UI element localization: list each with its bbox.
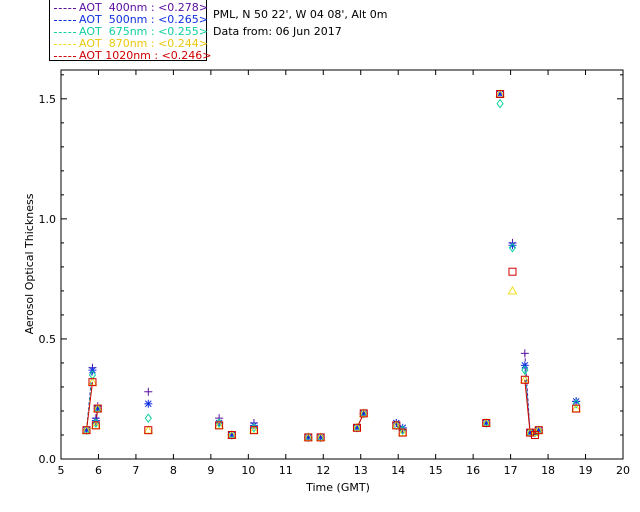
- data-point-square: [249, 426, 258, 435]
- y-tick-label: 1.5: [39, 93, 57, 106]
- marker-stroke: [496, 90, 504, 98]
- data-point-plus: [520, 349, 529, 358]
- data-point-square: [572, 404, 581, 413]
- data-point-square: [93, 404, 102, 413]
- x-tick-label: 16: [466, 464, 480, 477]
- data-point-diamond: [508, 242, 517, 253]
- data-point-diamond: [144, 413, 152, 424]
- legend-line-icon: [54, 43, 76, 45]
- legend: AOT 400nm : <0.278> AOT 500nm : <0.265> …: [49, 0, 212, 62]
- series-marks: [81, 89, 582, 443]
- legend-item-500: AOT 500nm : <0.265>: [54, 14, 208, 26]
- data-point-square: [304, 433, 313, 442]
- data-point-square: [398, 428, 407, 437]
- x-tick-label: 7: [132, 464, 139, 477]
- x-tick-label: 5: [58, 464, 65, 477]
- data-point-square: [359, 409, 368, 418]
- x-tick-label: 18: [541, 464, 555, 477]
- data-point-plus: [144, 387, 153, 396]
- x-tick-label: 11: [279, 464, 293, 477]
- data-point-triangle: [143, 425, 154, 434]
- x-axis-label: Time (GMT): [305, 481, 370, 494]
- series-lines: [86, 353, 540, 436]
- x-tick-label: 12: [316, 464, 330, 477]
- legend-item-675: AOT 675nm : <0.255>: [54, 26, 208, 38]
- data-point-square: [215, 421, 224, 430]
- data-point-diamond: [496, 98, 504, 109]
- data-point-square: [526, 428, 535, 437]
- x-tick-label: 17: [504, 464, 518, 477]
- data-point-square: [496, 90, 505, 99]
- series-line: [86, 382, 93, 431]
- plot-frame: [60, 69, 624, 460]
- data-point-square: [91, 421, 100, 430]
- legend-item-1020: AOT 1020nm : <0.246>: [54, 50, 212, 62]
- x-tick-label: 8: [170, 464, 177, 477]
- data-point-triangle: [507, 285, 518, 295]
- data-point-square: [534, 426, 543, 435]
- y-tick-label: 0.0: [39, 453, 57, 466]
- legend-line-icon: [54, 19, 76, 21]
- legend-label-675: AOT 675nm : <0.255>: [79, 25, 209, 38]
- legend-label-500: AOT 500nm : <0.265>: [79, 13, 209, 26]
- data-point-square: [392, 421, 401, 430]
- x-tick-label: 19: [579, 464, 593, 477]
- data-point-square: [482, 418, 491, 427]
- legend-item-400: AOT 400nm : <0.278>: [54, 2, 208, 14]
- data-point-square: [508, 267, 517, 276]
- data-point-star: [144, 399, 153, 408]
- marker-stroke: [509, 241, 516, 249]
- x-tick-label: 13: [354, 464, 368, 477]
- data-point-square: [352, 423, 361, 432]
- location-text: PML, N 50 22', W 04 08', Alt 0m: [213, 8, 388, 21]
- data-point-star: [572, 397, 581, 406]
- data-point-square: [316, 433, 325, 442]
- y-axis-label: Aerosol Optical Thickness: [23, 193, 36, 334]
- data-point-square: [88, 378, 97, 387]
- data-point-diamond: [572, 398, 580, 409]
- axes: 5 6 7 8 9 10 11 12 13 14 15 16 17 18 19 20 0.0 0.5 1.0 1.5: [39, 70, 630, 477]
- legend-line-icon: [54, 31, 76, 33]
- legend-label-870: AOT 870nm : <0.244>: [79, 37, 209, 50]
- x-tick-label: 6: [95, 464, 102, 477]
- x-tick-label: 9: [207, 464, 214, 477]
- data-point-triangle: [530, 427, 540, 437]
- data-point-square: [227, 430, 236, 439]
- legend-label-400: AOT 400nm : <0.278>: [79, 1, 209, 14]
- data-point-square: [144, 426, 153, 435]
- data-point-square: [520, 375, 529, 384]
- legend-line-icon: [54, 7, 76, 9]
- legend-line-icon: [54, 55, 76, 57]
- data-point-diamond: [521, 365, 529, 375]
- y-tick-label: 0.5: [39, 333, 57, 346]
- y-tick-label: 1.0: [39, 213, 57, 226]
- legend-label-1020: AOT 1020nm : <0.246>: [79, 49, 212, 62]
- x-tick-label: 20: [616, 464, 630, 477]
- data-point-star: [508, 241, 517, 250]
- date-text: Data from: 06 Jun 2017: [213, 25, 342, 38]
- legend-item-870: AOT 870nm : <0.244>: [54, 38, 208, 50]
- x-tick-label: 15: [429, 464, 443, 477]
- x-tick-label: 10: [241, 464, 255, 477]
- marker-stroke: [572, 398, 580, 405]
- marker-stroke: [144, 400, 152, 408]
- x-tick-label: 14: [391, 464, 405, 477]
- data-point-square: [82, 426, 91, 435]
